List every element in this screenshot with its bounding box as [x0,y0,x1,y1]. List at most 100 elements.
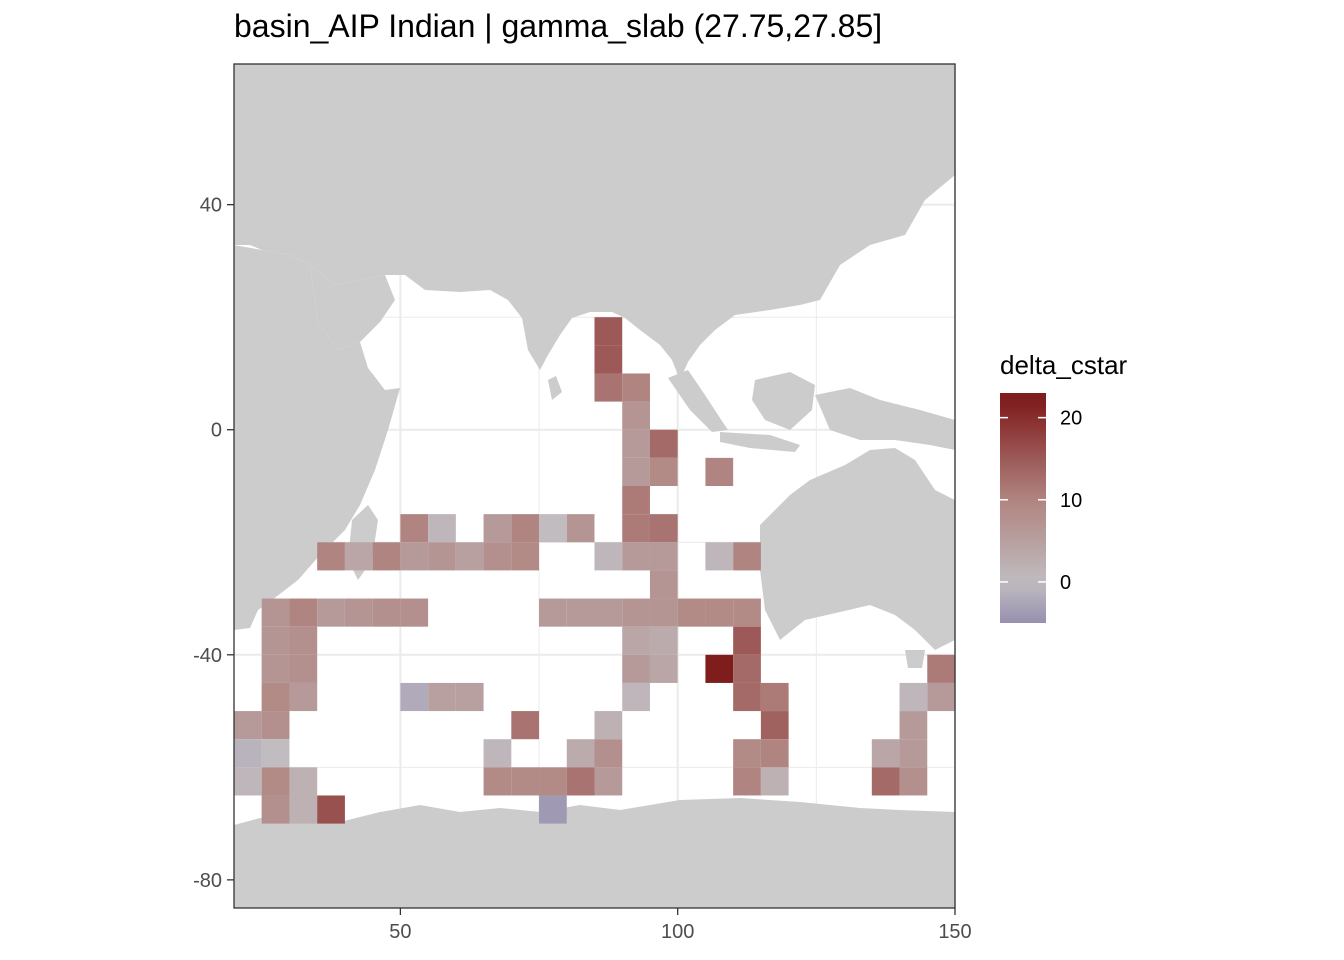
grid-cell [649,429,678,458]
grid-cell [261,739,290,768]
grid-cell [705,598,734,627]
grid-cell [566,739,595,768]
plot-border [233,63,956,909]
grid-cell [483,514,512,543]
grid-cell [733,654,761,683]
land-mask [234,64,955,908]
grid-cell [594,345,623,374]
grid-cell [539,795,567,824]
land-indonesia-east [815,388,955,450]
land-asia [234,64,955,380]
grid-cell [760,711,789,740]
grid-cell [289,682,318,712]
grid-cell [622,457,650,486]
legend-title: delta_cstar [1000,350,1128,380]
grid-cell [539,598,567,627]
grid-cell [261,682,290,712]
grid-cell [622,654,650,683]
grid-cell [372,542,401,571]
grid-cell [455,542,484,571]
y-tick-label: -40 [193,645,222,667]
grid-cell [899,739,928,768]
grid-cell [289,654,318,683]
grid-cell [622,682,650,712]
land-borneo [752,372,815,430]
y-tick-label: -80 [193,870,222,892]
grid-cell [649,626,678,655]
grid-cell [344,542,373,571]
data-cells [234,317,955,824]
land-arabia [310,265,395,350]
grid-cell [705,654,734,683]
grid-cell [428,682,456,712]
grid-cell [539,767,567,796]
y-tick-label: 40 [200,195,222,217]
grid-cell [649,654,678,683]
grid-cell [733,739,761,768]
grid-cell [733,626,761,655]
grid-cell [649,514,678,543]
grid-cell [760,767,789,796]
grid-cell [899,711,928,740]
colorbar-ticks: 20 10 0 [1000,408,1082,594]
grid-cell [622,542,650,571]
grid-cell [261,795,290,824]
x-tick-label: 150 [938,921,971,943]
grid-cell [400,598,429,627]
grid-cell [234,767,262,796]
grid-cell [289,626,318,655]
grid-cell [733,598,761,627]
grid-cell [622,626,650,655]
grid-cell [927,682,955,712]
grid-cell [594,767,623,796]
grid-cell [622,514,650,543]
grid-cell [400,514,429,543]
grid-cell [760,739,789,768]
grid-cell [234,739,262,768]
axes: 50 100 150 40 0 -40 -80 [193,195,972,943]
grid-cell [733,682,761,712]
grid-cell [594,373,623,402]
grid-cell [511,767,540,796]
x-tick-label: 50 [389,921,411,943]
land-antarctica [234,798,955,908]
grid-cell [649,457,678,486]
grid-cell [289,598,318,627]
grid-cell [622,401,650,430]
grid-cell [594,542,623,571]
grid-cell [622,598,650,627]
grid-cell [400,542,429,571]
land-sumatra [668,370,728,432]
colorbar [1000,393,1046,623]
grid-cell [594,711,623,740]
grid-cell [455,682,484,712]
grid-cell [539,514,567,543]
grid-cell [511,514,540,543]
grid-cell [649,570,678,599]
grid-cell [899,682,928,712]
grid-cell [760,682,789,712]
x-tick-label: 100 [661,921,694,943]
grid-cell [566,598,595,627]
colorbar-label: 20 [1060,408,1082,430]
grid-cell [428,542,456,571]
land-java [720,432,800,452]
grid-cell [899,767,928,796]
colorbar-label: 10 [1060,490,1082,512]
grid-cell [705,542,734,571]
land-tasmania [905,650,925,668]
grid-cell [927,654,955,683]
grid-cell [261,598,290,627]
chart-title: basin_AIP Indian | gamma_slab (27.75,27.… [234,8,883,44]
grid-cell [705,457,734,486]
grid-cell [871,739,900,768]
grid-cell [344,598,373,627]
grid-cell [261,654,290,683]
legend: delta_cstar 20 10 0 [1000,350,1128,623]
grid-cell [372,598,401,627]
grid-cell [428,514,456,543]
grid-cell [594,317,623,346]
grid-cell [622,486,650,515]
grid-cell [317,598,345,627]
